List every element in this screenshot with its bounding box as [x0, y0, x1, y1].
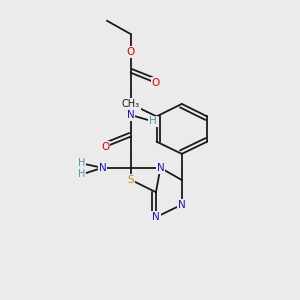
- Text: N: N: [152, 212, 160, 222]
- Text: S: S: [128, 175, 134, 185]
- Text: N: N: [178, 200, 186, 210]
- Text: N: N: [127, 110, 135, 120]
- Text: O: O: [101, 142, 110, 152]
- Text: H: H: [149, 116, 157, 127]
- Text: N: N: [99, 163, 106, 173]
- Text: N: N: [157, 163, 164, 173]
- Text: O: O: [152, 78, 160, 88]
- Text: H: H: [78, 158, 85, 168]
- Text: CH₃: CH₃: [122, 99, 140, 109]
- Text: H: H: [78, 169, 85, 179]
- Text: O: O: [127, 47, 135, 57]
